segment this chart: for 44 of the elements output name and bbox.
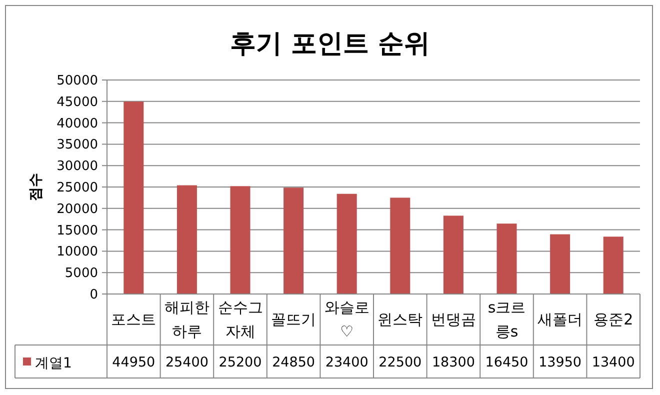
y-tick-label: 10000 <box>56 244 98 260</box>
data-label: 13950 <box>538 354 582 370</box>
y-tick-label: 0 <box>90 288 98 302</box>
x-tick-label: 윈스탁 <box>378 310 423 328</box>
y-tick-label: 45000 <box>56 94 98 110</box>
chart-title: 후기 포인트 순위 <box>230 29 430 59</box>
data-label: 44950 <box>112 354 156 370</box>
bar <box>176 185 197 294</box>
bar <box>603 236 624 294</box>
data-label: 16450 <box>485 354 528 370</box>
legend-label: 계열1 <box>35 356 72 372</box>
x-tick-label: 새폴더 <box>538 310 583 328</box>
bar <box>336 194 357 294</box>
data-label: 25400 <box>165 354 208 370</box>
bar <box>550 234 570 294</box>
x-tick-label: 해피한하루 <box>164 298 210 340</box>
y-tick-label: 25000 <box>56 180 98 196</box>
y-tick-label: 20000 <box>56 202 98 217</box>
x-tick-label: 순수그자체 <box>218 298 263 340</box>
data-label: 25200 <box>218 354 262 370</box>
data-label: 18300 <box>432 354 475 370</box>
data-label: 23400 <box>325 354 368 370</box>
data-label: 22500 <box>378 354 422 370</box>
x-tick-label: 와슬로♡ <box>324 298 370 340</box>
y-tick-label: 40000 <box>56 116 98 132</box>
bar <box>124 102 144 294</box>
y-tick-label: 5000 <box>64 266 98 282</box>
x-tick-label: 번댕곰 <box>430 310 476 328</box>
data-label: 13400 <box>592 354 635 370</box>
bar <box>230 186 250 294</box>
x-tick-label: 용준2 <box>594 310 634 328</box>
y-tick-label: 15000 <box>56 223 98 238</box>
y-tick-label: 35000 <box>56 138 98 153</box>
y-axis-title: 점수 <box>28 173 44 201</box>
x-tick-label: 꼴뜨기 <box>271 310 316 328</box>
x-tick-label: 포스트 <box>111 310 156 328</box>
bar <box>284 188 304 294</box>
y-tick-label: 50000 <box>56 74 98 88</box>
x-tick-label: s크르릉s <box>488 298 526 340</box>
bar <box>443 216 464 294</box>
y-tick-label: 30000 <box>56 159 98 174</box>
data-label: 24850 <box>272 354 316 370</box>
bar <box>390 198 410 294</box>
bar <box>496 224 517 294</box>
